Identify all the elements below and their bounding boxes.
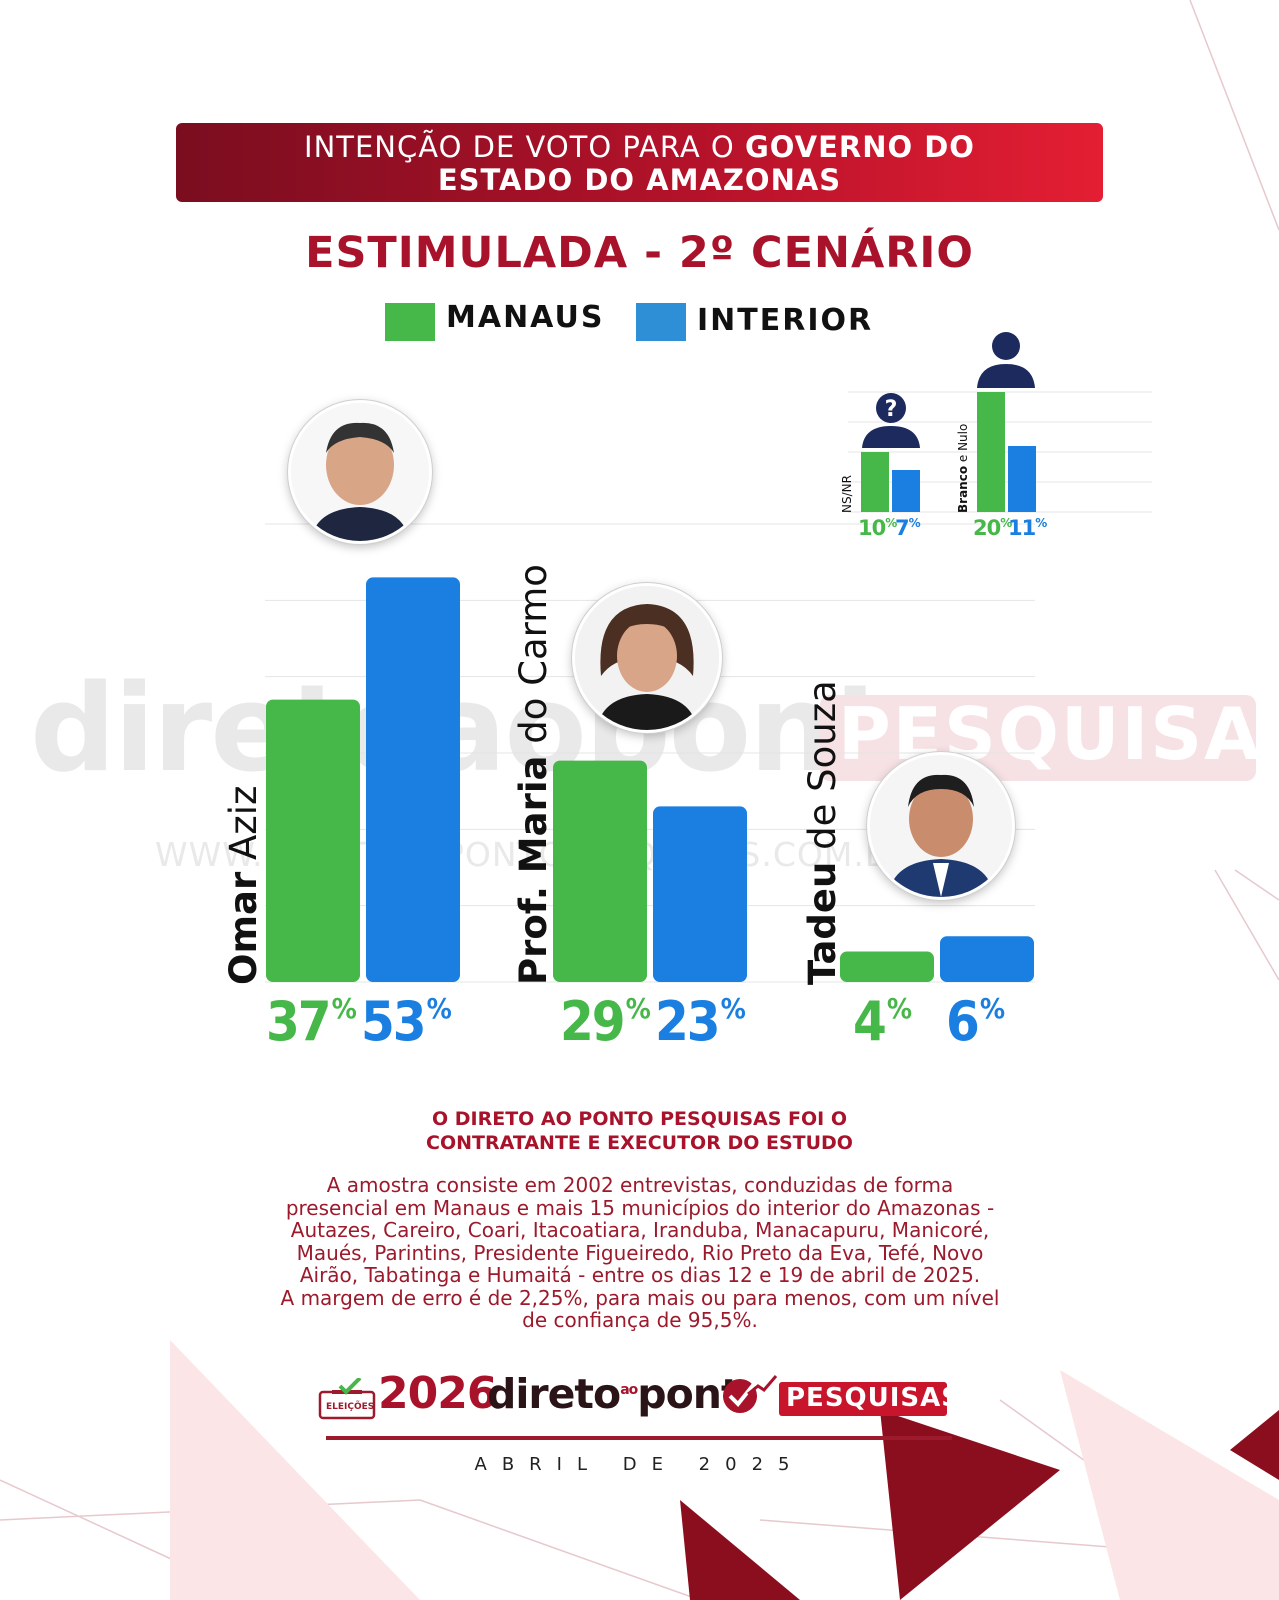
footer-pesquisas-badge — [779, 1382, 947, 1416]
methodology-text: A amostra consiste em 2002 entrevistas, … — [250, 1174, 1030, 1332]
mini-pct-branco-manaus: 20% — [973, 516, 1012, 540]
methodology-line: Autazes, Careiro, Coari, Itacoatiara, Ir… — [290, 1218, 990, 1242]
chart-subtitle: ESTIMULADA - 2º CENÁRIO — [305, 228, 974, 278]
footer-divider — [326, 1436, 952, 1440]
check-trend-logo-icon — [723, 1375, 778, 1413]
watermark-brand: diretoaoponto — [30, 660, 970, 799]
bar-manaus — [266, 699, 360, 982]
title-bold-line1: GOVERNO DO — [744, 130, 975, 164]
pct-tadeu-interior: 6% — [946, 990, 1005, 1053]
mini-bar-interior — [892, 470, 920, 512]
methodology-line: A margem de erro é de 2,25%, para mais o… — [280, 1285, 1000, 1310]
candidate-name-tadeu-de-souza: Tadeu de Souza — [801, 680, 844, 985]
title-regular: INTENÇÃO DE VOTO PARA O — [304, 130, 745, 164]
footer-year: 2026 — [378, 1368, 497, 1419]
candidate-portrait-icon — [575, 586, 719, 730]
mini-label-nulo: e Nulo — [956, 423, 970, 466]
mini-pct-branco-interior: 11% — [1008, 516, 1047, 540]
unknown-person-icon: ? — [862, 393, 920, 448]
study-note-title-line2: CONTRATANTE E EXECUTOR DO ESTUDO — [426, 1132, 853, 1154]
study-note-title-line1: O DIRETO AO PONTO PESQUISAS FOI O — [431, 1108, 847, 1130]
svg-text:?: ? — [885, 397, 898, 422]
study-note-title: O DIRETO AO PONTO PESQUISAS FOI O CONTRA… — [0, 1107, 1279, 1155]
methodology-line: Airão, Tabatinga e Humaitá - entre os di… — [299, 1263, 981, 1287]
mini-pct-nsnr-interior: 7% — [895, 516, 921, 540]
methodology-line: Maués, Parintins, Presidente Figueiredo,… — [296, 1240, 984, 1265]
bar-manaus — [840, 951, 934, 982]
avatar-maria-do-carmo — [572, 583, 722, 733]
candidate-name-light: do Carmo — [512, 564, 555, 756]
bar-interior — [366, 577, 460, 982]
bar-interior — [940, 936, 1034, 982]
methodology-line: presencial em Manaus e mais 15 município… — [285, 1195, 995, 1220]
candidate-name-maria-do-carmo: Prof. Maria do Carmo — [512, 564, 555, 985]
candidate-name-light: de Souza — [801, 680, 844, 862]
mini-bar-manaus — [977, 392, 1005, 512]
candidate-name-omar-aziz: Omar Aziz — [222, 786, 265, 985]
candidate-portrait-icon — [291, 403, 429, 541]
watermark-badge — [820, 695, 1256, 781]
candidate-name-light: Aziz — [222, 785, 265, 872]
ballot-box-icon: ELEIÇÕES — [318, 1376, 376, 1420]
pct-maria-manaus: 29% — [560, 990, 651, 1053]
pct-maria-interior: 23% — [655, 990, 746, 1053]
mini-label-nsnr: NS/NR — [840, 475, 854, 513]
pct-tadeu-manaus: 4% — [853, 990, 912, 1053]
pct-omar-manaus: 37% — [266, 990, 357, 1053]
footer-brand-ao: ao — [620, 1382, 638, 1398]
methodology-line: de confiança de 95,5%. — [522, 1308, 758, 1332]
legend-label-manaus: MANAUS — [446, 300, 605, 335]
legend-swatch-interior — [636, 303, 686, 341]
candidate-name-bold: Prof. Maria — [512, 755, 555, 985]
title-banner: INTENÇÃO DE VOTO PARA O GOVERNO DO ESTAD… — [176, 123, 1103, 202]
methodology-line: A amostra consiste em 2002 entrevistas, … — [326, 1173, 954, 1197]
avatar-tadeu-de-souza — [867, 752, 1015, 900]
elections-badge-text: ELEIÇÕES — [326, 1402, 375, 1412]
pct-omar-interior: 53% — [361, 990, 452, 1053]
footer-pesquisas-text: PESQUISAS — [786, 1383, 962, 1413]
bar-interior — [653, 806, 747, 982]
candidate-portrait-icon — [870, 755, 1012, 897]
mini-bar-manaus — [861, 452, 889, 512]
mini-label-branco: Branco — [956, 465, 970, 513]
candidate-name-bold: Omar — [222, 871, 265, 985]
mini-pct-nsnr-manaus: 10% — [858, 516, 897, 540]
mini-bar-interior — [1008, 446, 1036, 512]
footer-brand: diretoaopont — [487, 1370, 741, 1418]
mini-label-branco-nulo: Branco e Nulo — [956, 424, 970, 513]
bar-manaus — [553, 760, 647, 982]
title-bold-line2: ESTADO DO AMAZONAS — [437, 163, 842, 197]
candidate-name-bold: Tadeu — [801, 861, 844, 985]
legend-swatch-manaus — [385, 303, 435, 341]
avatar-omar-aziz — [288, 400, 432, 544]
person-icon — [977, 332, 1035, 388]
footer-brand-a: direto — [487, 1370, 621, 1418]
legend-label-interior: INTERIOR — [697, 303, 874, 338]
footer-date: ABRIL DE 2025 — [474, 1454, 805, 1475]
